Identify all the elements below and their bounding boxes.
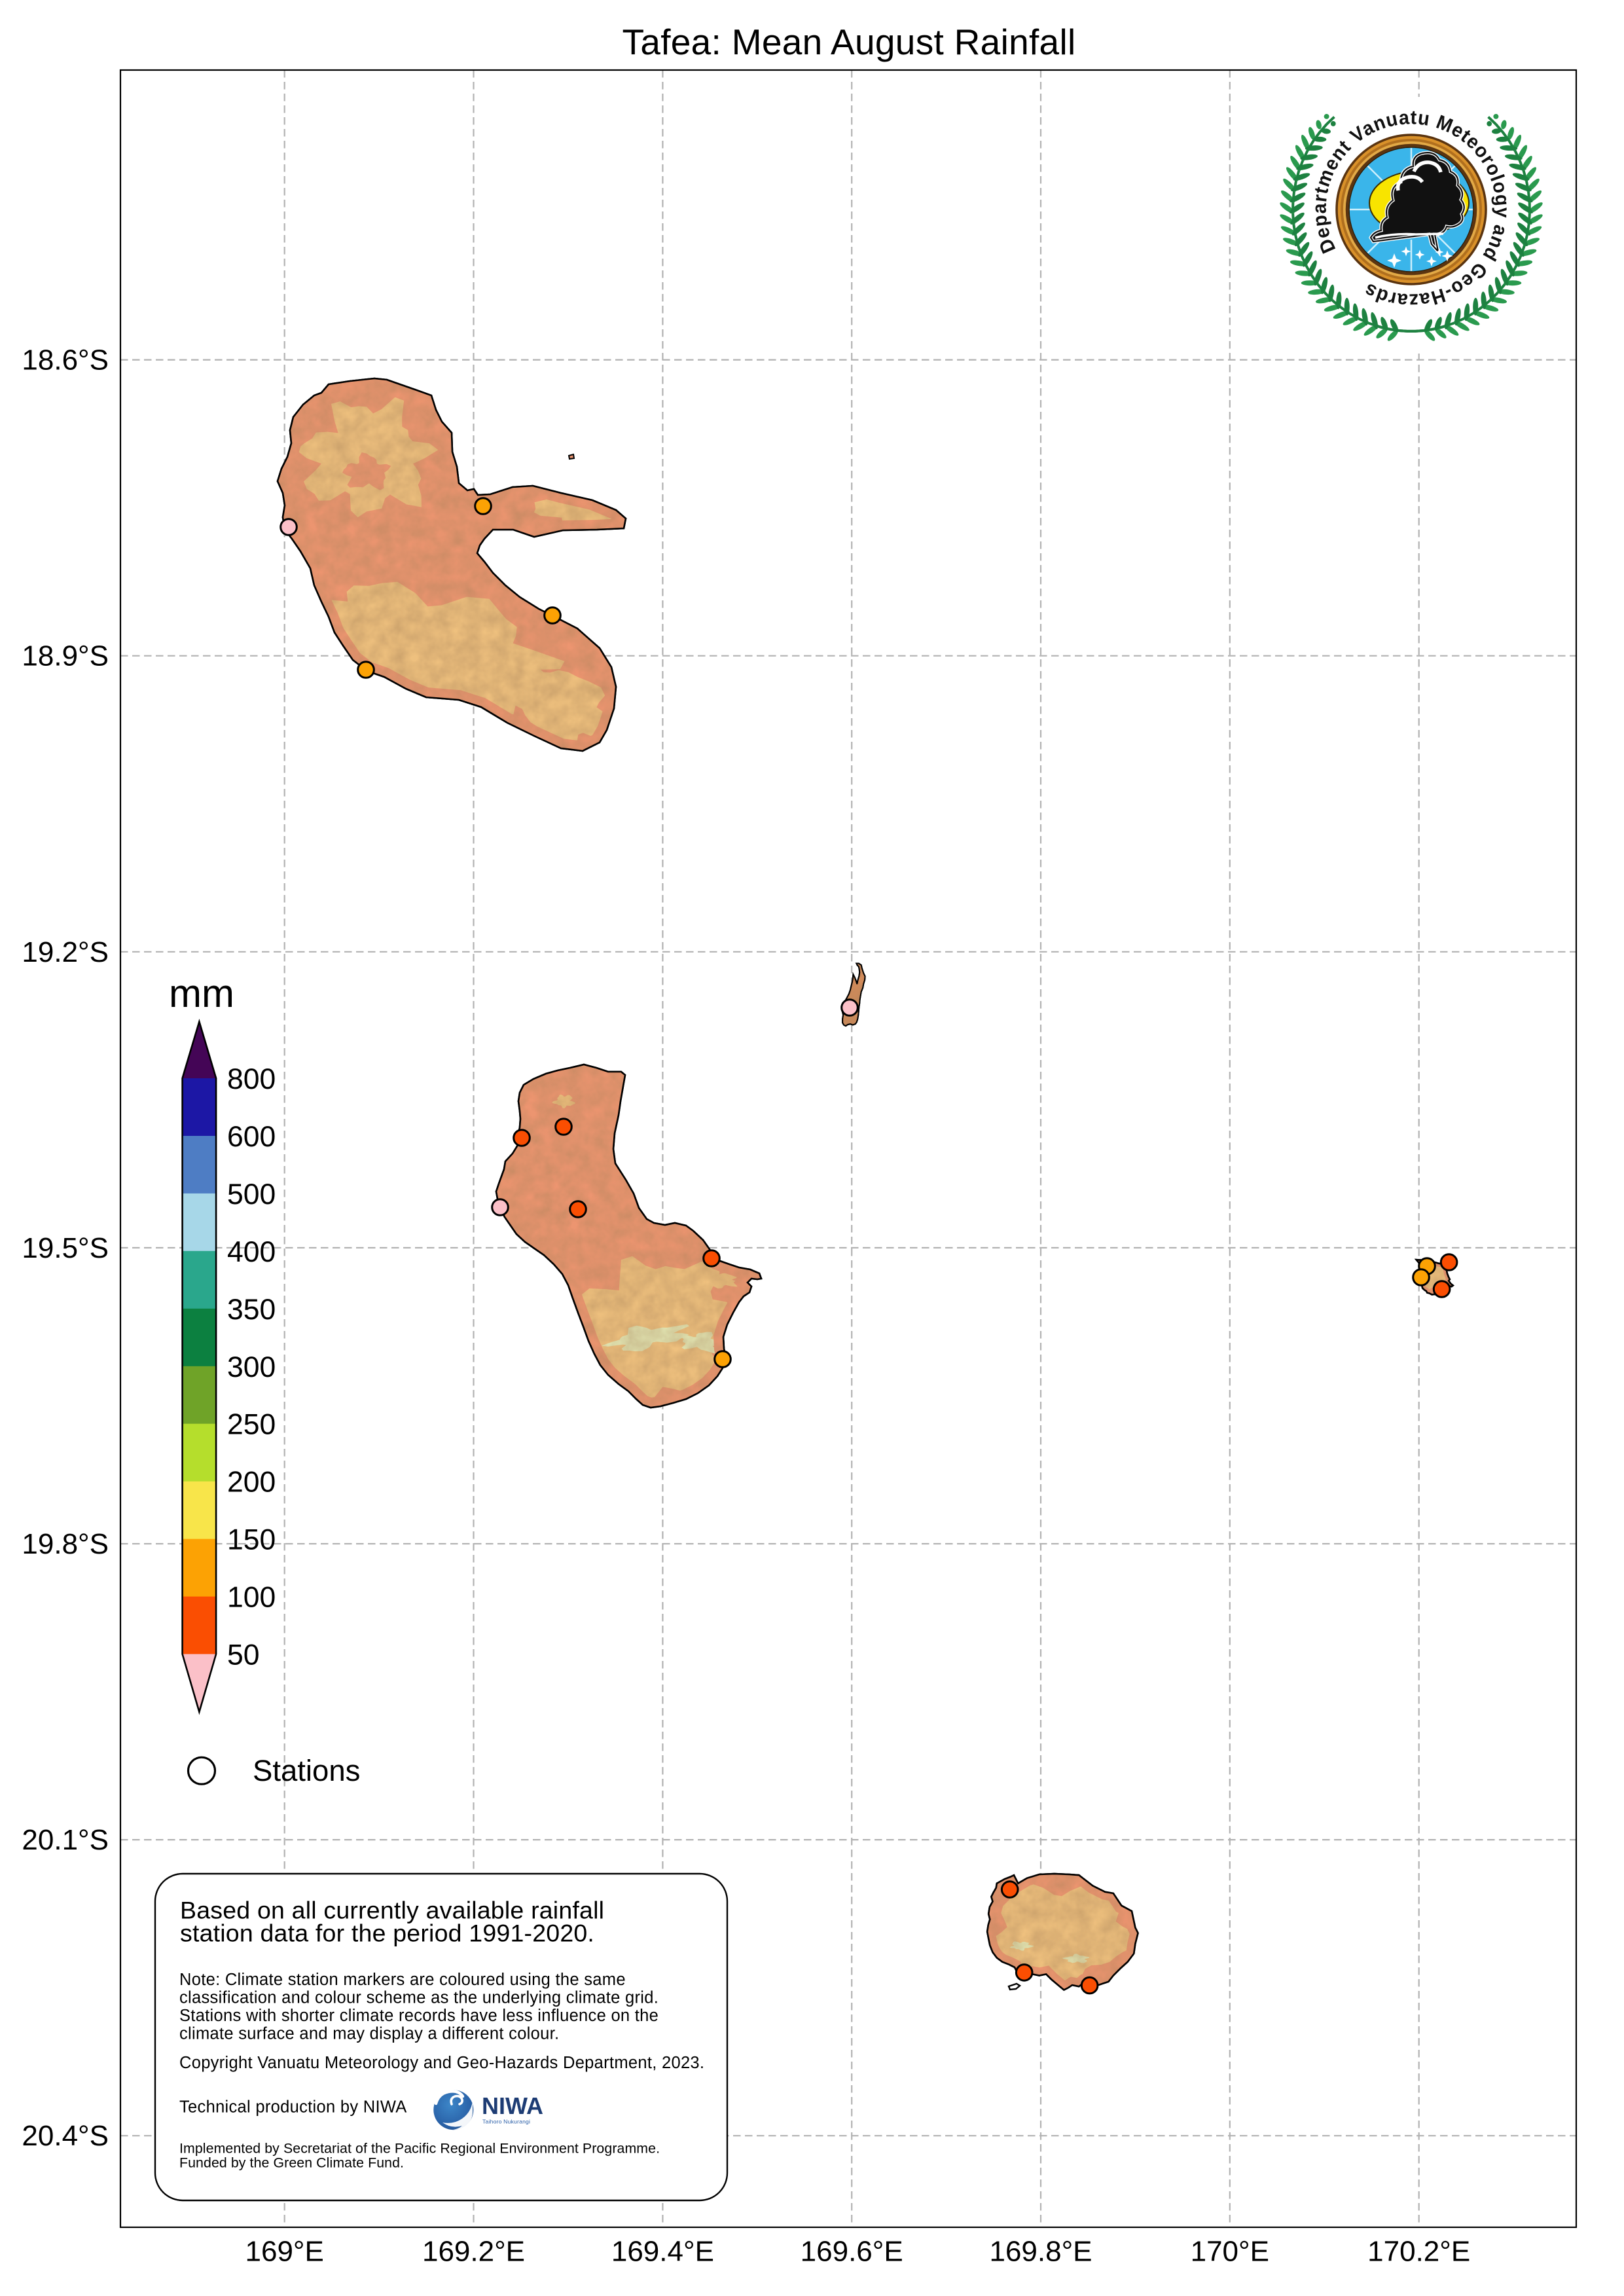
svg-text:170.2°E: 170.2°E bbox=[1367, 2236, 1470, 2268]
svg-text:169.2°E: 169.2°E bbox=[422, 2236, 525, 2268]
svg-text:169.6°E: 169.6°E bbox=[801, 2236, 903, 2268]
svg-text:169.4°E: 169.4°E bbox=[611, 2236, 714, 2268]
svg-text:Copyright Vanuatu Meteorology: Copyright Vanuatu Meteorology and Geo-Ha… bbox=[179, 2054, 704, 2072]
svg-text:300: 300 bbox=[227, 1351, 276, 1383]
svg-text:NIWA: NIWA bbox=[482, 2092, 543, 2119]
svg-text:Stations with shorter climate: Stations with shorter climate records ha… bbox=[179, 2007, 659, 2025]
svg-text:250: 250 bbox=[227, 1409, 276, 1441]
svg-text:150: 150 bbox=[227, 1524, 276, 1556]
svg-text:Tafea: Mean August Rainfall: Tafea: Mean August Rainfall bbox=[623, 22, 1076, 62]
svg-text:Based on all currently availab: Based on all currently available rainfal… bbox=[180, 1897, 604, 1924]
svg-text:Stations: Stations bbox=[253, 1754, 360, 1787]
svg-text:19.8°S: 19.8°S bbox=[22, 1528, 109, 1560]
svg-text:169°E: 169°E bbox=[245, 2236, 324, 2268]
svg-text:20.4°S: 20.4°S bbox=[22, 2120, 109, 2152]
svg-text:climate surface and may displa: climate surface and may display a differ… bbox=[179, 2025, 559, 2043]
svg-text:18.9°S: 18.9°S bbox=[22, 640, 109, 672]
svg-text:mm: mm bbox=[169, 972, 234, 1015]
svg-text:Technical production by NIWA: Technical production by NIWA bbox=[179, 2098, 407, 2117]
svg-text:400: 400 bbox=[227, 1236, 276, 1268]
svg-text:station data for the period 19: station data for the period 1991-2020. bbox=[180, 1920, 594, 1947]
svg-text:800: 800 bbox=[227, 1063, 276, 1095]
svg-text:169.8°E: 169.8°E bbox=[989, 2236, 1092, 2268]
svg-text:20.1°S: 20.1°S bbox=[22, 1824, 109, 1856]
svg-text:19.2°S: 19.2°S bbox=[22, 936, 109, 968]
svg-text:Funded by the Green Climate Fu: Funded by the Green Climate Fund. bbox=[179, 2155, 404, 2171]
svg-text:Taihoro Nukurangi: Taihoro Nukurangi bbox=[482, 2119, 530, 2125]
svg-text:500: 500 bbox=[227, 1178, 276, 1211]
svg-text:classification and colour sche: classification and colour scheme as the … bbox=[179, 1989, 659, 2007]
svg-text:18.6°S: 18.6°S bbox=[22, 344, 109, 376]
svg-text:200: 200 bbox=[227, 1467, 276, 1499]
svg-text:19.5°S: 19.5°S bbox=[22, 1232, 109, 1264]
svg-text:100: 100 bbox=[227, 1582, 276, 1614]
svg-text:Note: Climate station markers: Note: Climate station markers are colour… bbox=[179, 1971, 626, 1989]
svg-text:350: 350 bbox=[227, 1294, 276, 1326]
svg-text:Implemented by Secretariat of: Implemented by Secretariat of the Pacifi… bbox=[179, 2140, 660, 2156]
svg-text:50: 50 bbox=[227, 1639, 260, 1671]
svg-text:600: 600 bbox=[227, 1121, 276, 1153]
svg-text:170°E: 170°E bbox=[1191, 2236, 1269, 2268]
